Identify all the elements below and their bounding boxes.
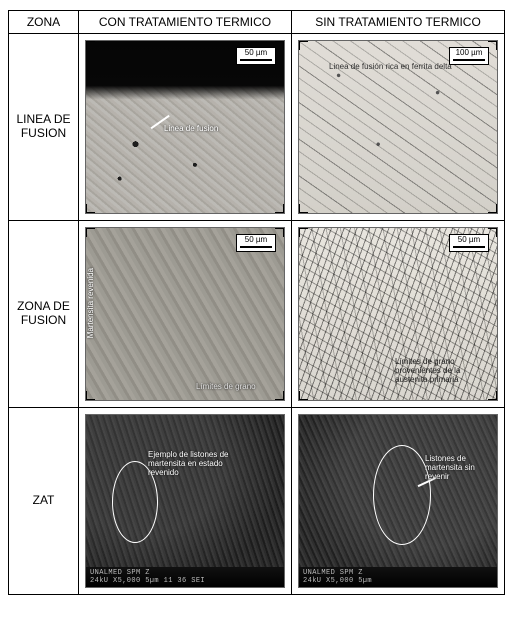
comparison-table: ZONA CON TRATAMIENTO TERMICO SIN TRATAMI… <box>8 10 505 595</box>
sem-footer: UNALMED SPM Z 24kU X5,000 5µm <box>299 567 497 587</box>
table-row: ZONA DE FUSION 50 µm Martensita revenida… <box>9 221 505 408</box>
sem-line: 24kU X5,000 5µm 11 36 SEI <box>90 577 205 585</box>
rowlabel-linea-de-fusion: LINEA DE FUSION <box>9 34 79 221</box>
micrograph: 50 µm Límites de grano provenientes de l… <box>298 227 498 401</box>
sem-line: UNALMED SPM Z <box>90 569 150 577</box>
arrow-line-icon <box>151 115 170 129</box>
scale-label: 100 µm <box>456 48 483 57</box>
ellipse-marker <box>373 445 431 545</box>
anno-linea-fusion: Linea de fusion <box>164 125 218 134</box>
header-sin-tt: SIN TRATAMIENTO TERMICO <box>292 11 505 34</box>
sem-line: UNALMED SPM Z <box>303 569 363 577</box>
cell-r0c2: 100 µm Linea de fusión rica en ferrita d… <box>292 34 505 221</box>
table-wrap: ZONA CON TRATAMIENTO TERMICO SIN TRATAMI… <box>0 0 514 605</box>
sem-micrograph: Ejemplo de listones de martensita en est… <box>85 414 285 588</box>
anno-line: Listones de <box>425 454 466 463</box>
anno-limites-grano: Límites de grano <box>196 383 256 392</box>
scale-bar: 50 µm <box>449 234 489 252</box>
scale-bar: 100 µm <box>449 47 489 65</box>
sem-micrograph: Listones de martensita sin revenir UNALM… <box>298 414 498 588</box>
scale-label: 50 µm <box>245 235 267 244</box>
anno-line: Límites de grano <box>395 357 455 366</box>
rowlabel-text: FUSION <box>21 126 66 140</box>
header-con-tt: CON TRATAMIENTO TERMICO <box>79 11 292 34</box>
sem-line: 24kU X5,000 5µm <box>303 577 372 585</box>
header-row: ZONA CON TRATAMIENTO TERMICO SIN TRATAMI… <box>9 11 505 34</box>
cell-r2c1: Ejemplo de listones de martensita en est… <box>79 408 292 595</box>
table-row: LINEA DE FUSION 50 µm Linea de fusion 10… <box>9 34 505 221</box>
sem-footer: UNALMED SPM Z 24kU X5,000 5µm 11 36 SEI <box>86 567 284 587</box>
rowlabel-text: FUSION <box>21 313 66 327</box>
anno-line: Ejemplo de listones de <box>148 450 229 459</box>
micrograph: 50 µm Martensita revenida Límites de gra… <box>85 227 285 401</box>
rowlabel-text: ZONA DE <box>17 299 70 313</box>
anno-line: martensita sin <box>425 463 475 472</box>
rowlabel-zona-de-fusion: ZONA DE FUSION <box>9 221 79 408</box>
rowlabel-text: LINEA DE <box>16 112 70 126</box>
cell-r2c2: Listones de martensita sin revenir UNALM… <box>292 408 505 595</box>
micrograph: 100 µm Linea de fusión rica en ferrita d… <box>298 40 498 214</box>
header-zona: ZONA <box>9 11 79 34</box>
rowlabel-text: ZAT <box>33 493 55 507</box>
cell-r1c1: 50 µm Martensita revenida Límites de gra… <box>79 221 292 408</box>
anno-line: martensita en estado <box>148 459 223 468</box>
scale-bar: 50 µm <box>236 47 276 65</box>
scale-label: 50 µm <box>458 235 480 244</box>
table-row: ZAT Ejemplo de listones de martensita en… <box>9 408 505 595</box>
anno-ferrita-delta: Linea de fusión rica en ferrita delta <box>329 63 452 72</box>
anno-listones-revenido: Ejemplo de listones de martensita en est… <box>148 451 229 477</box>
micrograph: 50 µm Linea de fusion <box>85 40 285 214</box>
cell-r0c1: 50 µm Linea de fusion <box>79 34 292 221</box>
scale-bar: 50 µm <box>236 234 276 252</box>
anno-martensita-revenida: Martensita revenida <box>87 268 96 338</box>
anno-line: provenientes de la <box>395 366 460 375</box>
scale-label: 50 µm <box>245 48 267 57</box>
rowlabel-zat: ZAT <box>9 408 79 595</box>
anno-line: austenita primaria <box>395 375 459 384</box>
cell-r1c2: 50 µm Límites de grano provenientes de l… <box>292 221 505 408</box>
ellipse-marker <box>112 461 158 543</box>
anno-austenita-primaria: Límites de grano provenientes de la aust… <box>395 358 460 384</box>
